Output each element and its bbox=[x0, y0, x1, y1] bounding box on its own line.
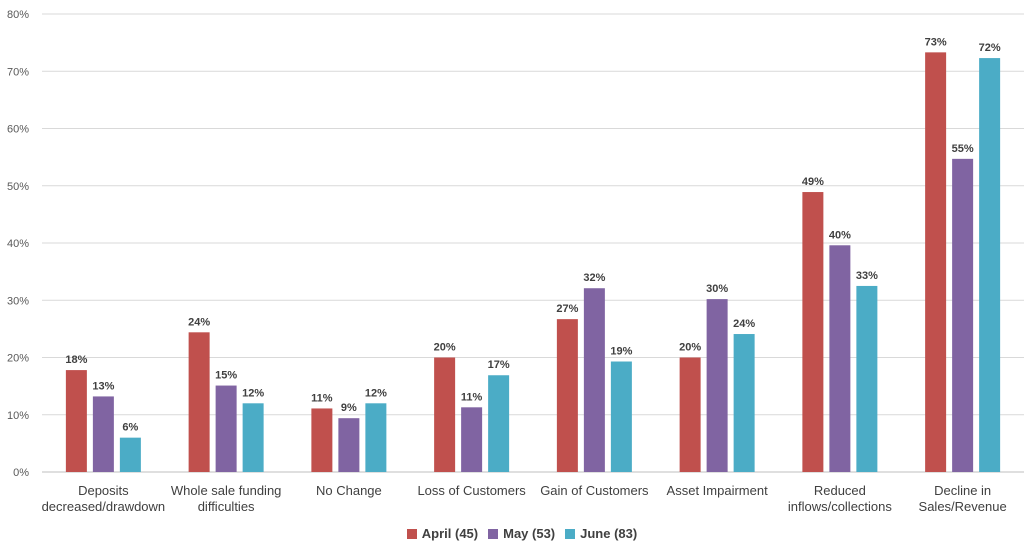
legend-swatch-june bbox=[565, 528, 576, 539]
data-label: 12% bbox=[365, 387, 387, 399]
data-label: 9% bbox=[341, 402, 357, 414]
bars: 18% 13% 6% 24% 15% 12% 11% 9% 12% 20% 11% 17% 27% 32%… bbox=[65, 36, 1001, 473]
legend-swatch-may bbox=[488, 528, 499, 539]
legend: April (45) May (53) June (83) bbox=[0, 526, 1024, 541]
y-tick-label: 50% bbox=[7, 181, 29, 193]
data-label: 20% bbox=[434, 342, 456, 354]
y-axis: 0% 10% 20% 30% 40% 50% 60% 70% 80% bbox=[7, 9, 29, 479]
data-label: 49% bbox=[802, 176, 824, 188]
x-category-label: Reduced inflows/collections bbox=[788, 483, 893, 514]
y-tick-label: 10% bbox=[7, 410, 29, 422]
bar bbox=[119, 437, 141, 472]
bar bbox=[733, 334, 755, 472]
bar bbox=[802, 192, 824, 473]
y-tick-label: 0% bbox=[13, 467, 29, 479]
legend-label-june: June (83) bbox=[580, 526, 638, 541]
data-label: 30% bbox=[706, 283, 728, 295]
bar bbox=[679, 357, 701, 472]
bar bbox=[556, 319, 578, 472]
bar bbox=[979, 58, 1001, 473]
data-label: 24% bbox=[733, 318, 755, 330]
data-label: 33% bbox=[856, 270, 878, 282]
data-label: 40% bbox=[829, 229, 851, 241]
bar bbox=[856, 285, 878, 472]
y-tick-label: 20% bbox=[7, 353, 29, 365]
data-label: 24% bbox=[188, 316, 210, 328]
x-category-label: No Change bbox=[316, 483, 382, 498]
data-label: 6% bbox=[122, 422, 138, 434]
bar bbox=[92, 396, 114, 472]
data-label: 27% bbox=[556, 303, 578, 315]
data-label: 20% bbox=[679, 342, 701, 354]
bar bbox=[952, 158, 974, 472]
legend-item-april: April (45) bbox=[406, 526, 479, 541]
x-category-label: Whole sale funding difficulties bbox=[171, 483, 282, 514]
bar bbox=[925, 52, 947, 473]
bar bbox=[188, 332, 210, 472]
bar bbox=[610, 361, 632, 472]
x-category-label: Asset Impairment bbox=[667, 483, 769, 498]
legend-label-may: May (53) bbox=[503, 526, 556, 541]
y-tick-label: 70% bbox=[7, 66, 29, 78]
bar bbox=[365, 403, 387, 472]
legend-swatch-april bbox=[406, 528, 417, 539]
legend-item-may: May (53) bbox=[488, 526, 555, 541]
data-label: 32% bbox=[583, 272, 605, 284]
bar bbox=[488, 375, 510, 472]
bar bbox=[706, 299, 728, 472]
data-label: 11% bbox=[461, 391, 483, 403]
data-label: 19% bbox=[610, 346, 632, 358]
bar bbox=[829, 245, 851, 472]
x-category-label: Gain of Customers bbox=[540, 483, 649, 498]
data-label: 72% bbox=[979, 42, 1001, 54]
data-label: 11% bbox=[311, 392, 333, 404]
data-label: 12% bbox=[242, 387, 264, 399]
x-category-label: Loss of Customers bbox=[417, 483, 526, 498]
y-tick-label: 30% bbox=[7, 295, 29, 307]
y-tick-label: 40% bbox=[7, 238, 29, 250]
legend-item-june: June (83) bbox=[565, 526, 637, 541]
bar bbox=[311, 408, 333, 472]
data-label: 17% bbox=[488, 359, 510, 371]
data-label: 55% bbox=[952, 143, 974, 155]
bar-chart: 0% 10% 20% 30% 40% 50% 60% 70% 80% 18% 13% 6% 24% 15… bbox=[7, 9, 1024, 514]
y-tick-label: 80% bbox=[7, 9, 29, 21]
bar bbox=[242, 403, 264, 472]
y-tick-label: 60% bbox=[7, 124, 29, 136]
legend-label-april: April (45) bbox=[421, 526, 479, 541]
data-label: 13% bbox=[92, 380, 114, 392]
bar bbox=[215, 385, 237, 472]
bar bbox=[583, 288, 605, 472]
data-label: 15% bbox=[215, 370, 237, 382]
bar bbox=[461, 407, 483, 472]
x-category-label: Decline in Sales/Revenue bbox=[919, 483, 1007, 514]
bar bbox=[434, 357, 456, 472]
data-label: 18% bbox=[65, 354, 87, 366]
x-category-label: Deposits decreased/drawdown bbox=[42, 483, 166, 514]
bar bbox=[65, 370, 87, 472]
bar bbox=[338, 418, 360, 472]
data-label: 73% bbox=[925, 36, 947, 48]
